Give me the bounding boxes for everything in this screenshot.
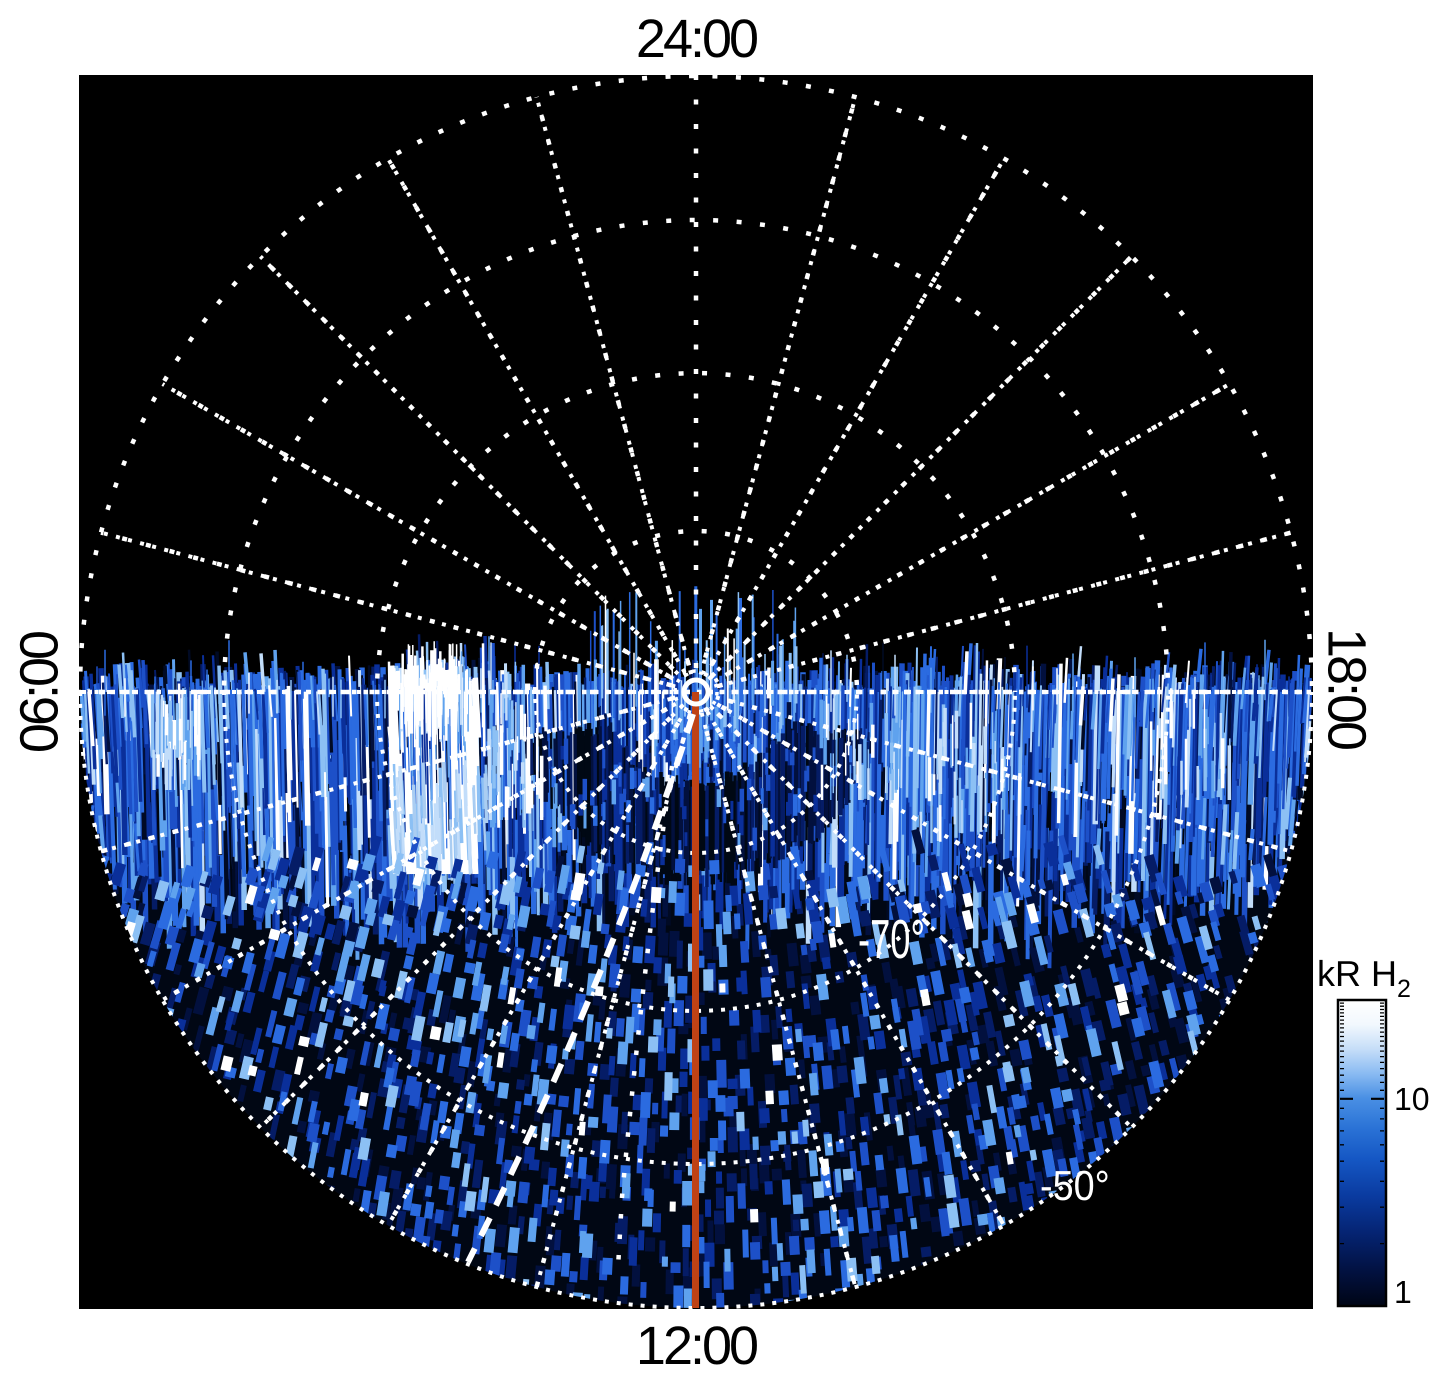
svg-text:06:00: 06:00 xyxy=(9,632,69,753)
svg-text:10: 10 xyxy=(1394,1081,1430,1117)
svg-text:-50°: -50° xyxy=(1040,1162,1110,1209)
svg-text:-70°: -70° xyxy=(858,908,925,970)
svg-text:18:00: 18:00 xyxy=(1317,628,1377,749)
svg-text:1: 1 xyxy=(1394,1274,1412,1310)
svg-text:12:00: 12:00 xyxy=(636,1316,757,1376)
svg-text:24:00: 24:00 xyxy=(636,9,757,69)
